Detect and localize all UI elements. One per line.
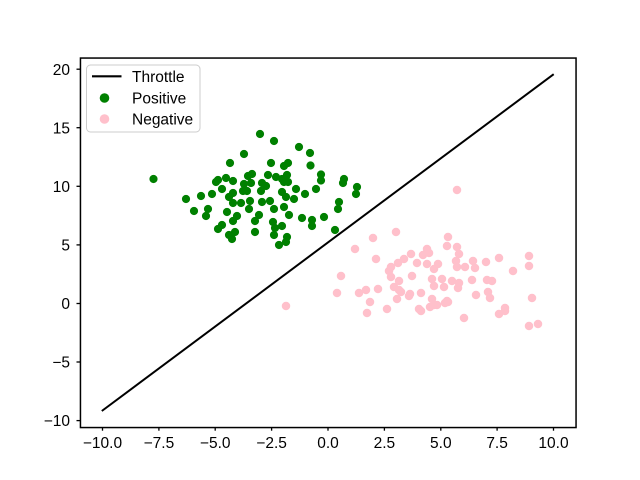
- svg-text:Positive: Positive: [132, 91, 186, 108]
- svg-text:0.0: 0.0: [317, 435, 339, 452]
- svg-text:−7.5: −7.5: [144, 435, 175, 452]
- svg-text:10.0: 10.0: [538, 435, 569, 452]
- svg-text:5.0: 5.0: [430, 435, 452, 452]
- svg-text:−5: −5: [52, 355, 70, 372]
- svg-text:20: 20: [53, 62, 71, 79]
- svg-text:−10.0: −10.0: [83, 435, 123, 452]
- svg-text:−10: −10: [44, 413, 71, 430]
- svg-text:10: 10: [53, 179, 71, 196]
- svg-text:Negative: Negative: [132, 112, 193, 129]
- svg-text:−5.0: −5.0: [200, 435, 231, 452]
- svg-text:Throttle: Throttle: [132, 69, 185, 86]
- svg-text:−2.5: −2.5: [256, 435, 287, 452]
- svg-text:2.5: 2.5: [374, 435, 396, 452]
- svg-text:7.5: 7.5: [486, 435, 508, 452]
- svg-text:5: 5: [61, 238, 70, 255]
- svg-text:0: 0: [61, 296, 70, 313]
- svg-text:15: 15: [53, 120, 70, 137]
